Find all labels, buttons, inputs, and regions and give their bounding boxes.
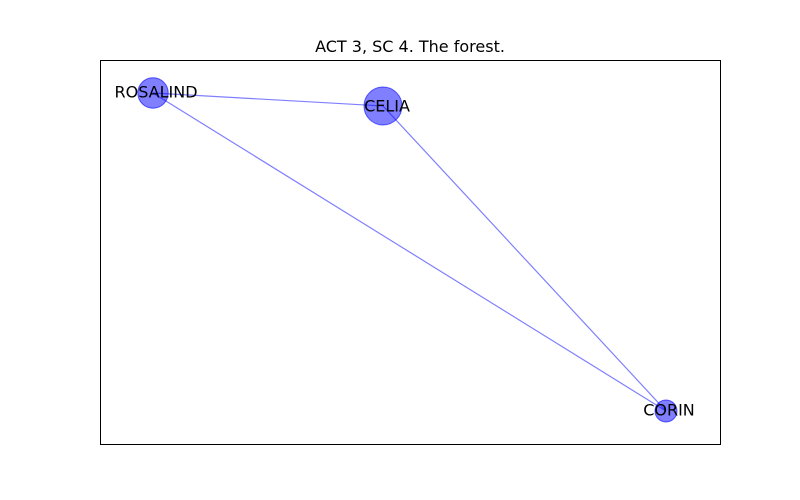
plot-frame: [100, 60, 721, 445]
node-celia: [363, 86, 403, 126]
nodes-layer: [137, 77, 678, 423]
edge-rosalind-corin: [152, 92, 667, 412]
edges-layer: [152, 92, 667, 412]
node-rosalind: [137, 77, 169, 109]
labels-layer: ROSALIND CELIA CORIN: [114, 83, 694, 420]
edge-rosalind-celia: [152, 92, 384, 107]
node-label-corin: CORIN: [643, 401, 695, 420]
node-label-rosalind: ROSALIND: [114, 83, 197, 102]
node-label-celia: CELIA: [364, 97, 410, 116]
node-corin: [654, 399, 678, 423]
edge-celia-corin: [382, 105, 667, 412]
figure-title: ACT 3, SC 4. The forest.: [315, 37, 505, 56]
